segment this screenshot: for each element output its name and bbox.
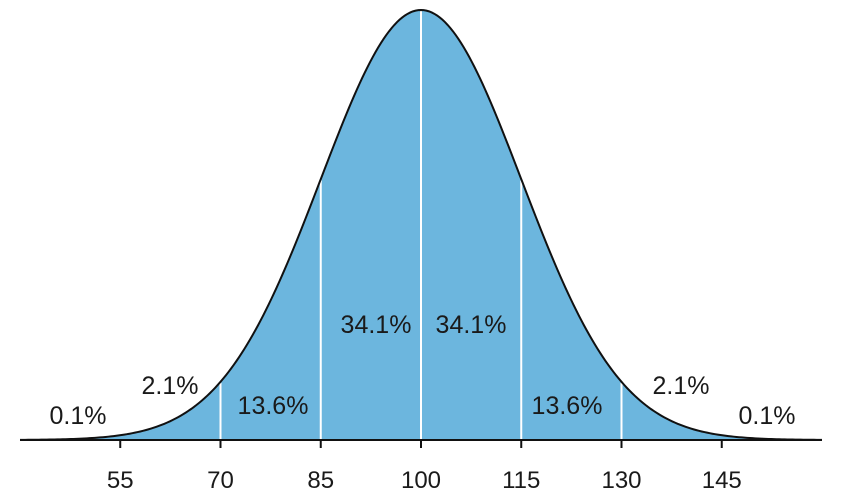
- x-tick-label-100: 100: [401, 467, 441, 494]
- x-axis-tick-labels: 55 70 85 100 115 130 145: [107, 467, 742, 494]
- segment-label-3: 13.6%: [238, 392, 309, 420]
- sd-dividers: [219, 11, 623, 440]
- x-axis-ticks: [119, 440, 723, 448]
- segment-label-7: 2.1%: [653, 372, 710, 400]
- segment-label-8: 0.1%: [739, 402, 796, 430]
- segment-label-2: 2.1%: [142, 372, 199, 400]
- segment-label-5: 34.1%: [436, 311, 507, 339]
- x-tick-label-115: 115: [502, 467, 540, 494]
- x-tick-label-55: 55: [107, 467, 134, 494]
- x-tick-label-145: 145: [702, 467, 742, 494]
- x-tick-label-85: 85: [307, 467, 334, 494]
- curve-outline: [19, 8, 823, 441]
- segment-label-4: 34.1%: [341, 311, 412, 339]
- x-tick-label-70: 70: [207, 467, 234, 494]
- segment-label-6: 13.6%: [532, 392, 603, 420]
- segment-label-1: 0.1%: [50, 402, 107, 430]
- segment-labels: 0.1% 2.1% 13.6% 34.1% 34.1% 13.6% 2.1% 0…: [50, 311, 796, 430]
- x-tick-label-130: 130: [601, 467, 641, 494]
